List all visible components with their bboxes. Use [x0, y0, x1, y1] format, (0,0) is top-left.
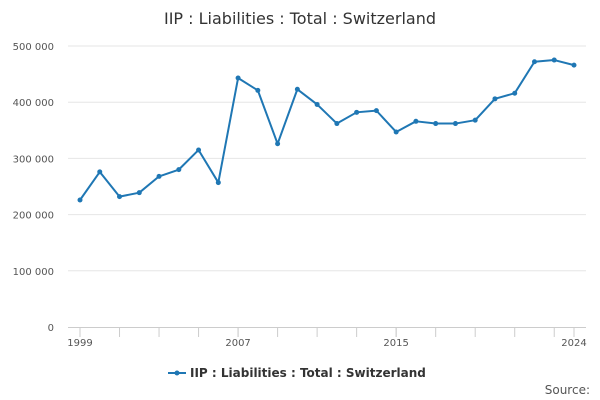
- data-point[interactable]: [334, 121, 340, 127]
- data-point[interactable]: [551, 57, 557, 63]
- grid-lines: [68, 45, 586, 272]
- legend-point-marker: [174, 370, 180, 376]
- data-point[interactable]: [492, 96, 498, 102]
- x-tick-label: 2024: [561, 338, 586, 349]
- source-label: Source:: [545, 383, 590, 397]
- x-tick-label: 2007: [225, 338, 250, 349]
- data-point[interactable]: [571, 62, 577, 68]
- y-tick-label: 200 000: [13, 211, 54, 222]
- data-point[interactable]: [314, 101, 320, 107]
- data-point[interactable]: [255, 87, 261, 93]
- data-point[interactable]: [196, 147, 202, 153]
- data-point[interactable]: [235, 75, 241, 81]
- y-tick-label: 300 000: [13, 154, 54, 165]
- chart-title: IIP : Liabilities : Total : Switzerland: [164, 9, 436, 28]
- data-point[interactable]: [393, 129, 399, 135]
- data-point[interactable]: [117, 194, 123, 200]
- legend[interactable]: IIP : Liabilities : Total : Switzerland: [168, 366, 426, 380]
- legend-label: IIP : Liabilities : Total : Switzerland: [190, 366, 426, 380]
- x-tick-label: 1999: [67, 338, 92, 349]
- y-axis-ticks: 0 100 000 200 000 300 000 400 000 500 000: [13, 42, 54, 334]
- data-point[interactable]: [97, 169, 103, 175]
- x-tick-label: 2015: [383, 338, 408, 349]
- data-point[interactable]: [531, 59, 537, 65]
- data-point[interactable]: [354, 109, 360, 115]
- data-point[interactable]: [156, 173, 162, 179]
- data-point[interactable]: [275, 141, 281, 147]
- x-axis: 1999 2007 2015 2024: [67, 327, 587, 349]
- data-point[interactable]: [452, 121, 458, 127]
- y-tick-label: 400 000: [13, 98, 54, 109]
- data-point[interactable]: [215, 180, 221, 186]
- y-tick-label: 500 000: [13, 42, 54, 53]
- y-tick-label: 0: [48, 323, 54, 334]
- data-point[interactable]: [77, 197, 83, 203]
- series-layer: [77, 57, 577, 203]
- data-point[interactable]: [413, 118, 419, 124]
- data-point[interactable]: [433, 121, 439, 127]
- series-line: [79, 59, 575, 201]
- y-tick-label: 100 000: [13, 267, 54, 278]
- data-point[interactable]: [294, 86, 300, 92]
- data-point[interactable]: [512, 90, 518, 96]
- data-point[interactable]: [136, 190, 142, 196]
- data-point[interactable]: [176, 167, 182, 173]
- data-point[interactable]: [472, 117, 478, 123]
- data-point[interactable]: [373, 108, 379, 114]
